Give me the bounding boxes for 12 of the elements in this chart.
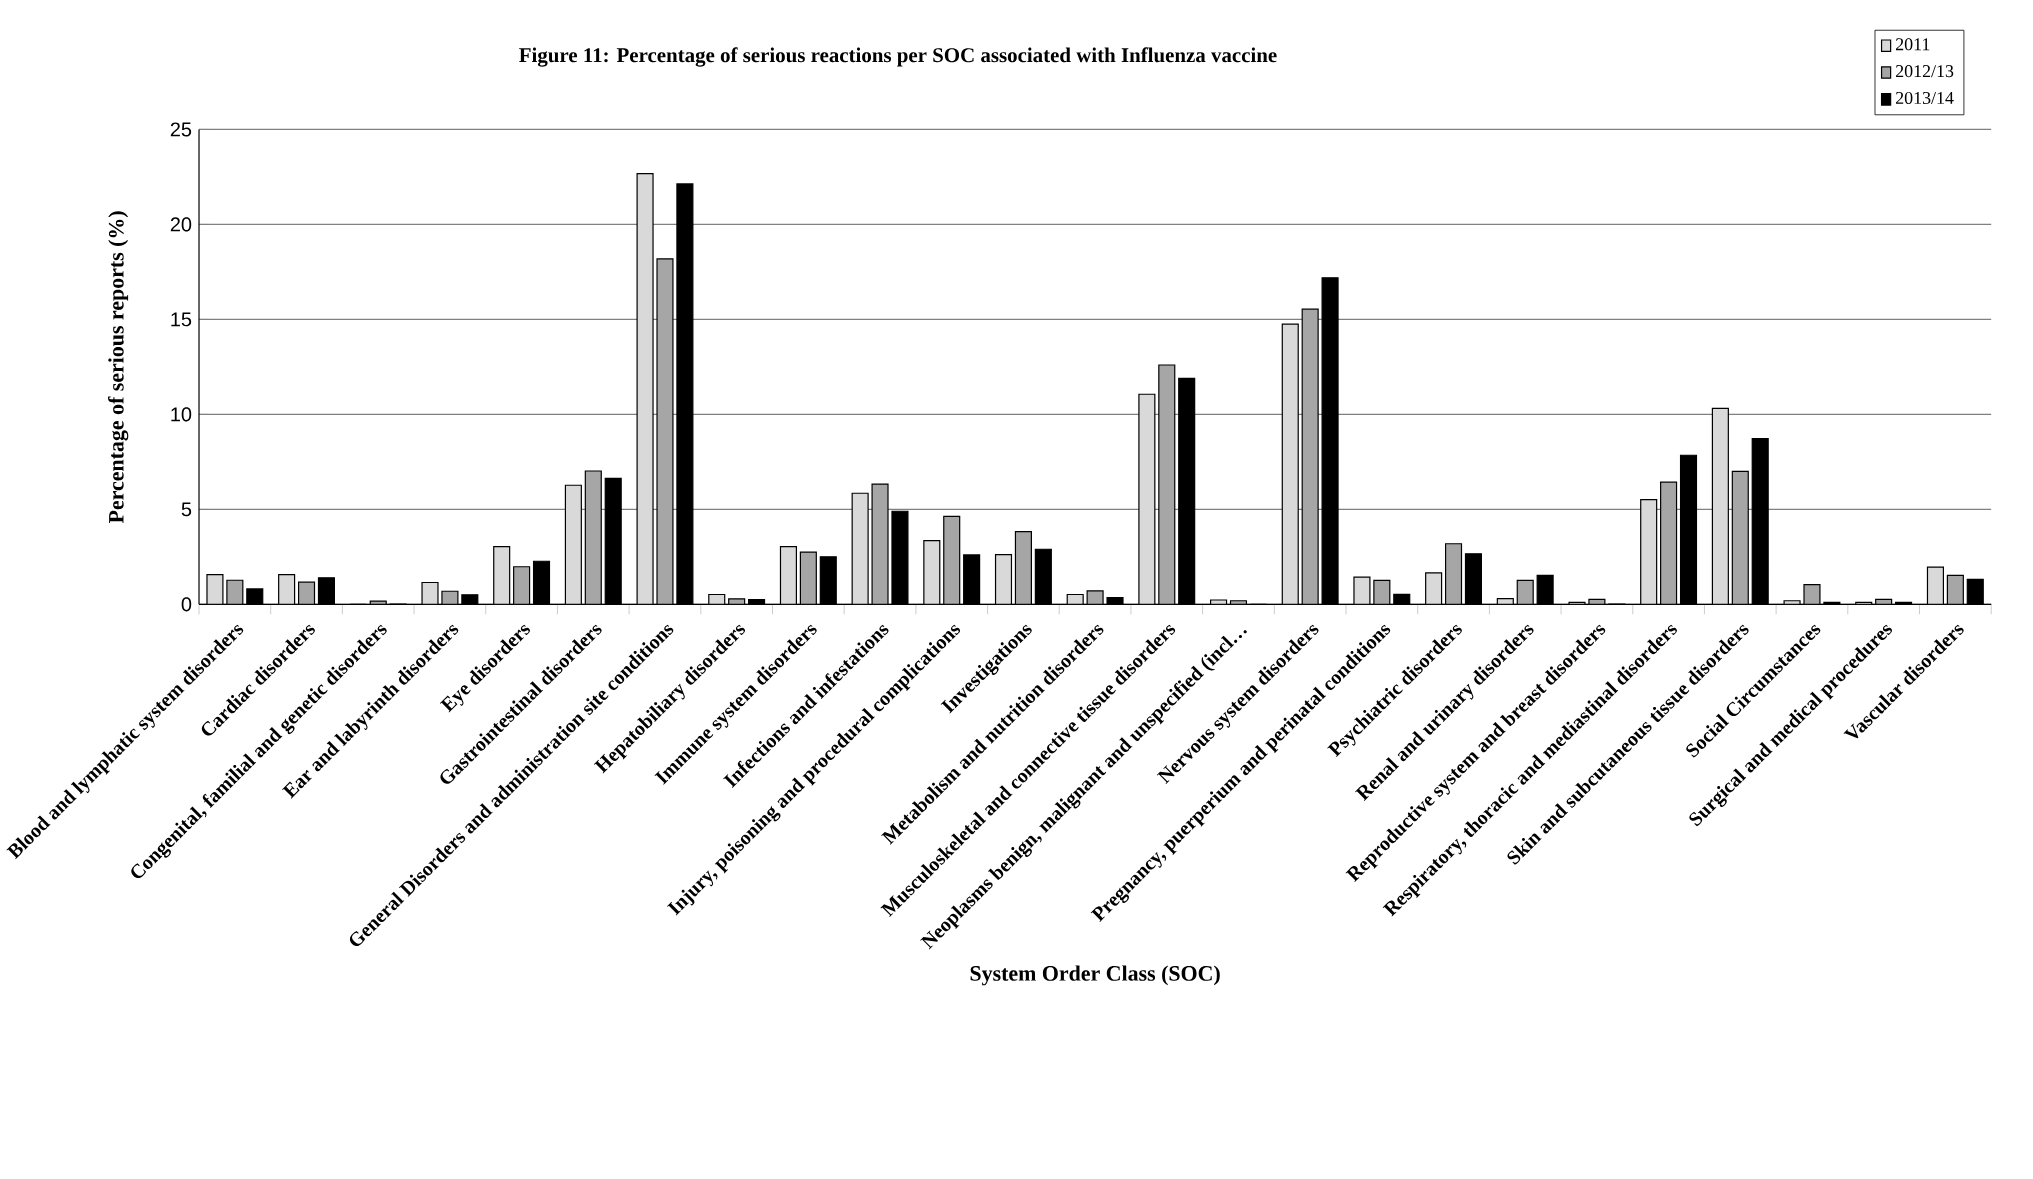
chart-title: Figure 11: Percentage of serious reactions per SOC associated with Influenza vaccine xyxy=(519,47,1277,67)
y-tick-label: 0 xyxy=(181,597,192,612)
legend-label: 2012/13 xyxy=(1895,65,1954,78)
y-tick-label: 25 xyxy=(170,122,192,137)
legend-label: 2013/14 xyxy=(1895,91,1954,105)
legend-label: 2011 xyxy=(1895,38,1930,51)
x-axis-title: System Order Class (SOC) xyxy=(970,965,1220,986)
y-axis-title: Percentage of serious reports (%) xyxy=(108,211,129,524)
y-tick-label: 5 xyxy=(181,502,192,517)
y-tick-label: 20 xyxy=(170,217,192,232)
y-tick-label: 10 xyxy=(171,407,192,422)
y-tick-label: 15 xyxy=(171,312,192,327)
